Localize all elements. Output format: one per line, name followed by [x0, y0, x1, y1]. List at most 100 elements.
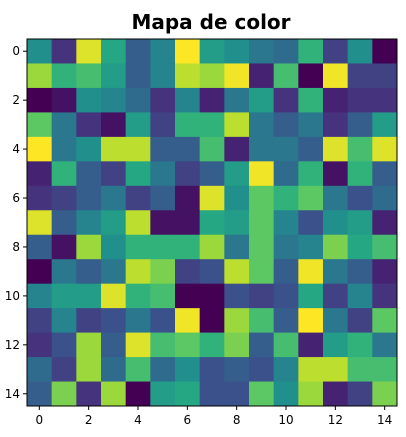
heatmap-cell: [273, 234, 299, 260]
heatmap-cell: [224, 332, 250, 358]
heatmap-cell: [51, 39, 77, 64]
heatmap-cell: [125, 112, 151, 138]
heatmap-cell: [199, 210, 225, 236]
y-tick-label: 4: [12, 142, 20, 156]
heatmap-cell: [347, 161, 373, 187]
heatmap-cell: [101, 63, 127, 89]
heatmap-cell: [298, 185, 324, 211]
heatmap-cell: [199, 39, 225, 64]
heatmap-cell: [101, 161, 127, 187]
heatmap-cell: [27, 308, 53, 333]
y-tick-label: 8: [12, 240, 20, 254]
heatmap-cell: [372, 39, 398, 64]
heatmap-cell: [51, 87, 77, 113]
heatmap-cell: [249, 210, 275, 236]
heatmap-cell: [323, 63, 349, 89]
heatmap-cell: [372, 357, 398, 382]
heatmap-cell: [347, 210, 373, 236]
heatmap-cell: [347, 381, 373, 407]
heatmap-cell: [27, 259, 53, 285]
heatmap-cell: [76, 112, 102, 138]
heatmap-cell: [175, 185, 201, 211]
heatmap-cell: [199, 234, 225, 260]
heatmap-cell: [224, 308, 250, 333]
heatmap-cell: [150, 381, 176, 407]
heatmap-cell: [175, 161, 201, 187]
heatmap-cell: [101, 381, 127, 407]
heatmap-cell: [347, 308, 373, 333]
heatmap-cell: [199, 112, 225, 138]
heatmap-cell: [249, 161, 275, 187]
heatmap-cell: [150, 308, 176, 333]
heatmap-cell: [51, 332, 77, 358]
heatmap-cell: [101, 259, 127, 285]
heatmap-cell: [125, 332, 151, 358]
x-axis: 0 2 4 6 8 10 12 14: [36, 406, 392, 427]
heatmap-cell: [224, 234, 250, 260]
heatmap-cell: [298, 234, 324, 260]
heatmap-cell: [323, 283, 349, 309]
heatmap-cell: [224, 136, 250, 162]
heatmap-cell: [101, 234, 127, 260]
chart-title: Mapa de color: [131, 10, 290, 34]
heatmap-cells: [27, 39, 398, 407]
heatmap-cell: [76, 234, 102, 260]
heatmap-cell: [199, 283, 225, 309]
heatmap-cell: [347, 87, 373, 113]
heatmap-cell: [298, 112, 324, 138]
heatmap-cell: [175, 259, 201, 285]
y-axis: 0 2 4 6 8 10 12 14: [5, 44, 27, 401]
heatmap-cell: [51, 185, 77, 211]
heatmap-cell: [125, 308, 151, 333]
heatmap-cell: [150, 87, 176, 113]
heatmap-cell: [249, 357, 275, 382]
heatmap-cell: [76, 87, 102, 113]
heatmap-cell: [76, 136, 102, 162]
heatmap-cell: [298, 308, 324, 333]
heatmap-cell: [51, 308, 77, 333]
heatmap-cell: [224, 259, 250, 285]
heatmap-cell: [249, 87, 275, 113]
heatmap-cell: [101, 112, 127, 138]
heatmap-cell: [249, 381, 275, 407]
heatmap-cell: [175, 332, 201, 358]
heatmap-cell: [249, 332, 275, 358]
plot-frame: [26, 38, 398, 407]
y-tick-label: 12: [5, 338, 20, 352]
heatmap-cell: [27, 87, 53, 113]
heatmap-cell: [51, 381, 77, 407]
heatmap-cell: [27, 136, 53, 162]
heatmap-cell: [76, 357, 102, 382]
heatmap-cell: [27, 112, 53, 138]
heatmap-cell: [76, 39, 102, 64]
heatmap-cell: [101, 357, 127, 382]
heatmap-cell: [150, 136, 176, 162]
heatmap-cell: [224, 283, 250, 309]
heatmap-cell: [125, 87, 151, 113]
heatmap-cell: [249, 63, 275, 89]
heatmap-cell: [125, 357, 151, 382]
heatmap-cell: [125, 210, 151, 236]
heatmap-cell: [175, 234, 201, 260]
heatmap-cell: [224, 381, 250, 407]
heatmap-cell: [273, 381, 299, 407]
heatmap-cell: [51, 210, 77, 236]
heatmap-cell: [51, 112, 77, 138]
heatmap-cell: [323, 210, 349, 236]
heatmap-cell: [51, 234, 77, 260]
heatmap-cell: [76, 210, 102, 236]
heatmap-cell: [372, 332, 398, 358]
heatmap-cell: [298, 283, 324, 309]
heatmap-cell: [150, 234, 176, 260]
heatmap-cell: [273, 283, 299, 309]
heatmap-cell: [199, 161, 225, 187]
x-tick-label: 0: [36, 413, 44, 427]
heatmap-cell: [199, 381, 225, 407]
heatmap-cell: [347, 185, 373, 211]
heatmap-cell: [101, 283, 127, 309]
heatmap-cell: [372, 259, 398, 285]
heatmap-cell: [150, 185, 176, 211]
heatmap-cell: [224, 161, 250, 187]
heatmap-cell: [199, 332, 225, 358]
